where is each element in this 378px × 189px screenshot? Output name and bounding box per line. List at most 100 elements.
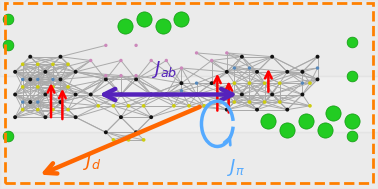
Point [239, 55, 245, 58]
Point [307, 82, 313, 85]
Point [171, 104, 177, 107]
Point [160, 25, 166, 28]
Point [269, 93, 275, 96]
Point [314, 55, 321, 58]
Point [35, 63, 41, 66]
Point [349, 40, 355, 43]
Point [246, 101, 253, 104]
Point [103, 74, 109, 77]
Point [118, 93, 124, 96]
Point [231, 67, 237, 70]
Point [50, 108, 56, 111]
Point [209, 59, 215, 62]
Point [299, 93, 305, 96]
Point [73, 116, 79, 119]
Point [88, 93, 94, 96]
Point [303, 119, 309, 122]
Point [95, 104, 101, 107]
Point [209, 82, 215, 85]
Point [103, 44, 109, 47]
Point [254, 70, 260, 73]
Point [50, 78, 56, 81]
Point [330, 112, 336, 115]
Point [103, 131, 109, 134]
Point [307, 104, 313, 107]
Point [27, 78, 33, 81]
Point [133, 44, 139, 47]
Point [178, 17, 184, 20]
Point [224, 93, 230, 96]
Text: $J_{d}$: $J_{d}$ [84, 151, 102, 172]
Point [299, 70, 305, 73]
Point [141, 104, 147, 107]
Point [57, 55, 64, 58]
Point [20, 85, 26, 88]
Point [125, 104, 132, 107]
Point [299, 82, 305, 85]
Point [349, 135, 355, 138]
Point [322, 129, 328, 132]
Point [194, 93, 200, 96]
Point [224, 51, 230, 54]
Point [27, 101, 33, 104]
Point [12, 70, 18, 73]
Point [148, 116, 154, 119]
Point [50, 85, 56, 88]
Point [284, 70, 290, 73]
Point [269, 55, 275, 58]
Point [246, 82, 253, 85]
Point [20, 101, 26, 104]
Point [284, 108, 290, 111]
Point [262, 101, 268, 104]
Point [118, 116, 124, 119]
Point [20, 108, 26, 111]
Point [314, 67, 321, 70]
Point [88, 59, 94, 62]
Point [50, 63, 56, 66]
Point [57, 101, 64, 104]
Point [314, 78, 321, 81]
Point [194, 82, 200, 85]
Point [42, 70, 48, 73]
Point [224, 70, 230, 73]
Point [148, 93, 154, 96]
Point [178, 82, 184, 85]
Point [118, 59, 124, 62]
Point [163, 93, 169, 96]
Point [194, 51, 200, 54]
Point [103, 78, 109, 81]
Point [178, 89, 184, 92]
Point [148, 59, 154, 62]
Point [73, 70, 79, 73]
Point [65, 108, 71, 111]
Text: $J_{\pi}$: $J_{\pi}$ [227, 157, 245, 178]
Point [35, 108, 41, 111]
Point [57, 78, 64, 81]
Point [12, 116, 18, 119]
Point [5, 17, 11, 20]
Point [5, 44, 11, 47]
Point [231, 101, 237, 104]
Point [277, 82, 283, 85]
Point [186, 104, 192, 107]
Point [178, 67, 184, 70]
Point [122, 25, 128, 28]
Point [277, 101, 283, 104]
Point [141, 17, 147, 20]
Point [35, 101, 41, 104]
Point [262, 82, 268, 85]
Point [349, 119, 355, 122]
Point [20, 63, 26, 66]
Point [163, 59, 169, 62]
Point [141, 138, 147, 141]
Point [125, 138, 132, 141]
Point [201, 104, 207, 107]
Point [5, 135, 11, 138]
Point [239, 93, 245, 96]
Point [224, 108, 230, 111]
Point [42, 116, 48, 119]
Text: $J_{ab}$: $J_{ab}$ [152, 59, 177, 80]
Point [284, 129, 290, 132]
Point [73, 93, 79, 96]
Point [231, 82, 237, 85]
